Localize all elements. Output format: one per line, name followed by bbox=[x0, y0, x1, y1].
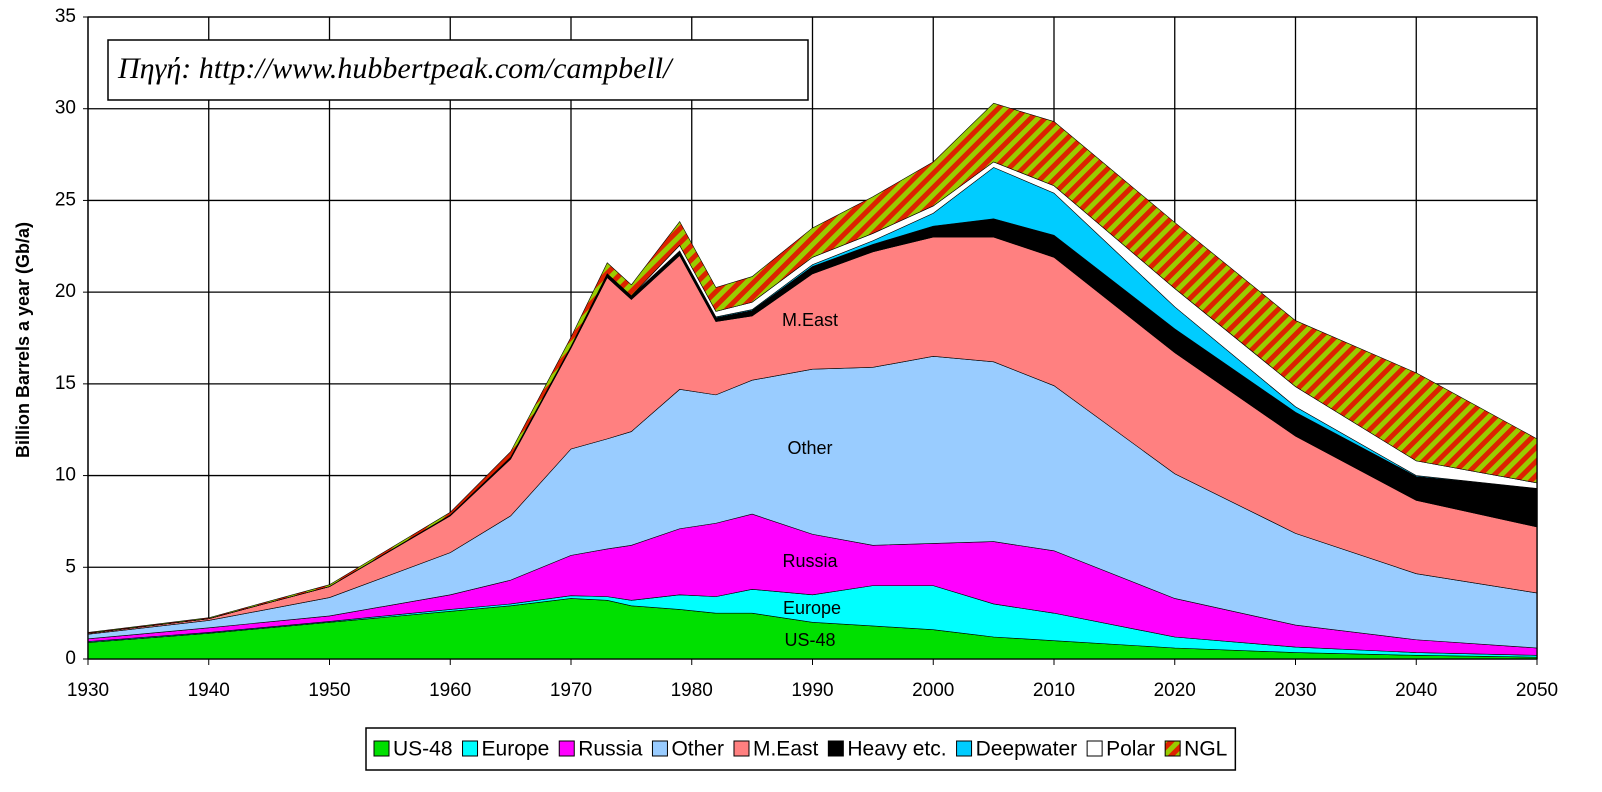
legend-swatch bbox=[373, 740, 390, 757]
source-box bbox=[107, 39, 809, 101]
y-tick-label: 15 bbox=[55, 373, 76, 394]
x-tick-label: 2040 bbox=[1395, 680, 1437, 701]
legend-swatch bbox=[651, 740, 668, 757]
legend-label: Heavy etc. bbox=[847, 738, 946, 761]
legend-label: Polar bbox=[1106, 738, 1155, 761]
legend-swatch bbox=[1086, 740, 1103, 757]
x-tick-label: 2000 bbox=[912, 680, 954, 701]
area-label: US-48 bbox=[784, 630, 835, 650]
y-tick-label: 25 bbox=[55, 189, 76, 210]
y-tick-label: 20 bbox=[55, 281, 76, 302]
legend-swatch bbox=[956, 740, 973, 757]
legend-label: Russia bbox=[578, 738, 643, 761]
x-tick-label: 1940 bbox=[188, 680, 230, 701]
x-tick-label: 1970 bbox=[550, 680, 592, 701]
y-tick-label: 5 bbox=[65, 556, 76, 577]
area-label: Russia bbox=[782, 551, 838, 571]
legend: US-48 Europe Russia Other M.East Heavy etc. De… bbox=[365, 727, 1237, 771]
x-tick-label: 1960 bbox=[429, 680, 471, 701]
legend-label: Europe bbox=[482, 738, 550, 761]
x-tick-label: 2020 bbox=[1154, 680, 1196, 701]
legend-swatch bbox=[462, 740, 479, 757]
legend-label: Other bbox=[671, 738, 724, 761]
y-tick-label: 30 bbox=[55, 98, 76, 119]
legend-swatch bbox=[827, 740, 844, 757]
x-tick-label: 1950 bbox=[308, 680, 350, 701]
area-label: Other bbox=[787, 438, 832, 458]
legend-label: M.East bbox=[753, 738, 819, 761]
x-tick-label: 1990 bbox=[791, 680, 833, 701]
x-tick-label: 1980 bbox=[671, 680, 713, 701]
legend-label: US-48 bbox=[393, 738, 453, 761]
legend-swatch bbox=[558, 740, 575, 757]
x-tick-label: 1930 bbox=[67, 680, 109, 701]
x-tick-label: 2050 bbox=[1516, 680, 1558, 701]
y-axis-label: Billion Barrels a year (Gb/a) bbox=[13, 222, 33, 458]
area-label: Europe bbox=[783, 598, 841, 618]
y-tick-label: 0 bbox=[65, 648, 76, 669]
legend-label: NGL bbox=[1184, 738, 1227, 761]
x-tick-label: 2030 bbox=[1274, 680, 1316, 701]
y-tick-label: 35 bbox=[55, 6, 76, 27]
area-label: M.East bbox=[782, 310, 838, 330]
legend-label: Deepwater bbox=[976, 738, 1078, 761]
legend-swatch bbox=[1164, 740, 1181, 757]
plot-frame bbox=[87, 16, 1538, 660]
legend-swatch bbox=[733, 740, 750, 757]
y-tick-label: 10 bbox=[55, 465, 76, 486]
x-tick-label: 2010 bbox=[1033, 680, 1075, 701]
axes: 0 5 10 15 20 25 30 35 1930 1940 1950 1960 1970 1980 19… bbox=[55, 6, 1558, 701]
source-annotation: Πηγή: http://www.hubbertpeak.com/campbel… bbox=[117, 52, 674, 85]
areas bbox=[87, 102, 1538, 660]
